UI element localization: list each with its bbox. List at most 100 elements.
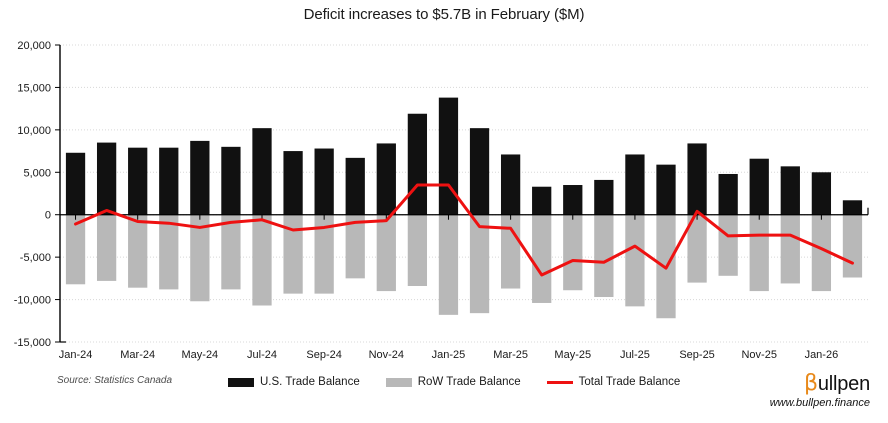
svg-text:Jul-24: Jul-24	[247, 349, 277, 361]
us-trade-balance-bars	[65, 97, 863, 215]
svg-text:20,000: 20,000	[17, 40, 51, 52]
bar-row-Jul-24	[252, 214, 272, 306]
bar-row-Jun-25	[594, 214, 614, 298]
bar-us-Apr-24	[159, 147, 179, 215]
bar-us-Jan-26	[811, 172, 832, 215]
bar-us-May-25	[563, 185, 583, 215]
svg-text:Jan-26: Jan-26	[805, 349, 839, 361]
bar-us-Feb-25	[469, 128, 490, 215]
bar-us-Jan-25	[438, 97, 459, 215]
chart-title: Deficit increases to $5.7B in February (…	[303, 6, 585, 23]
source-note: Source: Statistics Canada	[57, 375, 173, 386]
brand-block: βullpen www.bullpen.finance	[769, 371, 870, 410]
svg-text:-5,000: -5,000	[20, 252, 51, 264]
legend-swatch-total-icon	[546, 380, 573, 384]
legend-swatch-row-icon	[385, 377, 412, 387]
svg-text:10,000: 10,000	[17, 125, 51, 137]
svg-text:Sep-24: Sep-24	[306, 349, 341, 361]
svg-text:Jan-24: Jan-24	[59, 349, 93, 361]
svg-text:May-25: May-25	[554, 349, 591, 361]
bar-us-Jun-24	[221, 146, 241, 215]
legend-label-total: Total Trade Balance	[578, 376, 681, 388]
svg-text:Mar-25: Mar-25	[493, 349, 528, 361]
bar-row-Mar-25	[500, 214, 521, 289]
svg-text:Sep-25: Sep-25	[679, 349, 714, 361]
gridlines	[60, 44, 868, 343]
bar-us-Aug-24	[283, 151, 303, 215]
bar-row-Feb-24	[96, 214, 117, 281]
bar-row-Nov-24	[376, 214, 396, 292]
bar-us-Dec-25	[780, 166, 800, 215]
bar-us-Sep-24	[314, 148, 334, 215]
y-axis-labels: 20,000 15,000 10,000 5,000 0 -5,000 -10,000 -15…	[14, 40, 51, 349]
bar-us-Aug-25	[656, 164, 676, 215]
bar-row-Aug-24	[283, 214, 303, 294]
legend-swatch-us-icon	[228, 377, 254, 387]
x-axis-labels: Jan-24 Mar-24 May-24 Jul-24 Sep-24 Nov-24 Jan-…	[59, 349, 838, 361]
bar-row-Dec-25	[780, 214, 800, 284]
svg-text:Jul-25: Jul-25	[620, 349, 650, 361]
svg-text:Mar-24: Mar-24	[120, 349, 155, 361]
svg-text:15,000: 15,000	[17, 82, 51, 94]
y-axis-line	[59, 45, 869, 343]
bar-us-Mar-25	[500, 154, 521, 215]
svg-text:-10,000: -10,000	[14, 295, 51, 307]
bar-row-Nov-25	[749, 214, 769, 292]
svg-text:Nov-24: Nov-24	[369, 349, 404, 361]
legend-label-row: RoW Trade Balance	[417, 376, 521, 388]
bar-us-Feb-24	[96, 142, 117, 215]
brand-beta-glyph: β	[803, 371, 818, 396]
bar-row-May-24	[190, 214, 210, 302]
bar-us-Oct-24	[345, 157, 365, 215]
bar-us-Jul-25	[625, 154, 645, 215]
row-trade-balance-bars	[65, 214, 863, 319]
bar-row-Jun-24	[221, 214, 241, 290]
legend-item-us-trade-balance[interactable]: U.S. Trade Balance	[228, 376, 360, 388]
svg-text:-15,000: -15,000	[14, 337, 51, 349]
bar-row-Jan-25	[438, 214, 459, 315]
bar-us-Sep-25	[687, 143, 707, 215]
brand-logo: βullpen	[770, 371, 870, 396]
x-axis-ticks	[75, 214, 822, 220]
svg-text:0: 0	[45, 210, 51, 222]
bar-us-Jul-24	[252, 128, 272, 215]
bar-us-Nov-25	[749, 158, 769, 215]
chart-legend: U.S. Trade Balance RoW Trade Balance Tot…	[228, 376, 680, 388]
bar-row-Sep-24	[314, 214, 334, 294]
legend-item-row-trade-balance[interactable]: RoW Trade Balance	[385, 376, 521, 388]
bar-row-Jan-26	[811, 214, 832, 292]
bar-us-May-24	[190, 140, 210, 215]
y-axis-ticks	[55, 44, 60, 343]
bar-us-Jan-24	[65, 152, 86, 215]
bar-row-Feb-26	[842, 214, 863, 278]
bar-row-Oct-24	[345, 214, 365, 279]
bar-us-Feb-26	[842, 200, 863, 215]
bar-row-Oct-25	[718, 214, 738, 276]
legend-label-us: U.S. Trade Balance	[260, 376, 360, 388]
brand-url: www.bullpen.finance	[769, 397, 870, 409]
svg-text:Jan-25: Jan-25	[432, 349, 466, 361]
bar-us-Oct-25	[718, 173, 738, 215]
bar-us-Apr-25	[532, 186, 552, 215]
bar-row-Sep-25	[687, 214, 707, 283]
bar-row-Apr-25	[532, 214, 552, 303]
bar-us-Mar-24	[128, 147, 148, 215]
svg-text:5,000: 5,000	[23, 167, 51, 179]
bar-us-Dec-24	[407, 113, 428, 215]
bar-row-Mar-24	[128, 214, 148, 288]
bar-row-Dec-24	[407, 214, 428, 286]
legend-item-total-trade-balance[interactable]: Total Trade Balance	[546, 376, 681, 388]
bar-us-Nov-24	[376, 143, 396, 215]
bar-us-Jun-25	[594, 179, 614, 215]
brand-wordmark: ullpen	[817, 373, 870, 395]
total-trade-balance-line	[74, 183, 854, 277]
svg-text:Nov-25: Nov-25	[741, 349, 776, 361]
svg-text:May-24: May-24	[182, 349, 219, 361]
bar-row-Apr-24	[159, 214, 179, 290]
bar-row-May-25	[563, 214, 583, 291]
bar-row-Feb-25	[469, 214, 490, 314]
bar-row-Jul-25	[625, 214, 645, 307]
